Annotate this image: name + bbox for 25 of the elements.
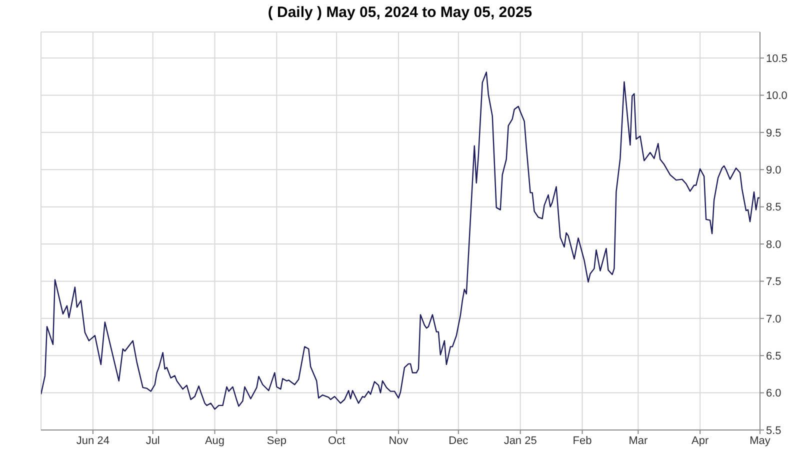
x-tick-label: Dec bbox=[448, 434, 469, 447]
x-tick-label: May bbox=[750, 434, 771, 447]
y-tick-label: 10.5 bbox=[766, 52, 788, 65]
y-tick-label: 5.5 bbox=[766, 424, 782, 437]
x-tick-label: Mar bbox=[628, 434, 648, 447]
x-tick-label: Oct bbox=[328, 434, 346, 447]
y-tick-label: 10.0 bbox=[766, 90, 788, 102]
y-tick-label: 7.5 bbox=[766, 276, 782, 288]
x-tick-label: Nov bbox=[388, 434, 409, 447]
x-tick-label: Jul bbox=[146, 434, 160, 447]
x-tick-label: Feb bbox=[572, 434, 592, 447]
x-tick-label: Jan 25 bbox=[504, 434, 537, 447]
y-tick-label: 8.5 bbox=[766, 202, 782, 214]
x-tick-label: Sep bbox=[266, 434, 286, 447]
y-tick-label: 6.5 bbox=[766, 350, 782, 363]
x-tick-label: Aug bbox=[204, 434, 225, 447]
chart-title: ( Daily ) May 05, 2024 to May 05, 2025 bbox=[266, 4, 534, 21]
y-tick-label: 9.5 bbox=[766, 127, 782, 140]
y-tick-label: 6.0 bbox=[766, 388, 782, 400]
y-tick-label: 9.0 bbox=[766, 164, 782, 177]
x-tick-label: Apr bbox=[692, 434, 709, 447]
x-tick-label: Jun 24 bbox=[76, 434, 110, 447]
y-tick-label: 7.0 bbox=[766, 313, 782, 326]
y-tick-label: 8.0 bbox=[766, 238, 782, 251]
line-series bbox=[41, 72, 760, 410]
